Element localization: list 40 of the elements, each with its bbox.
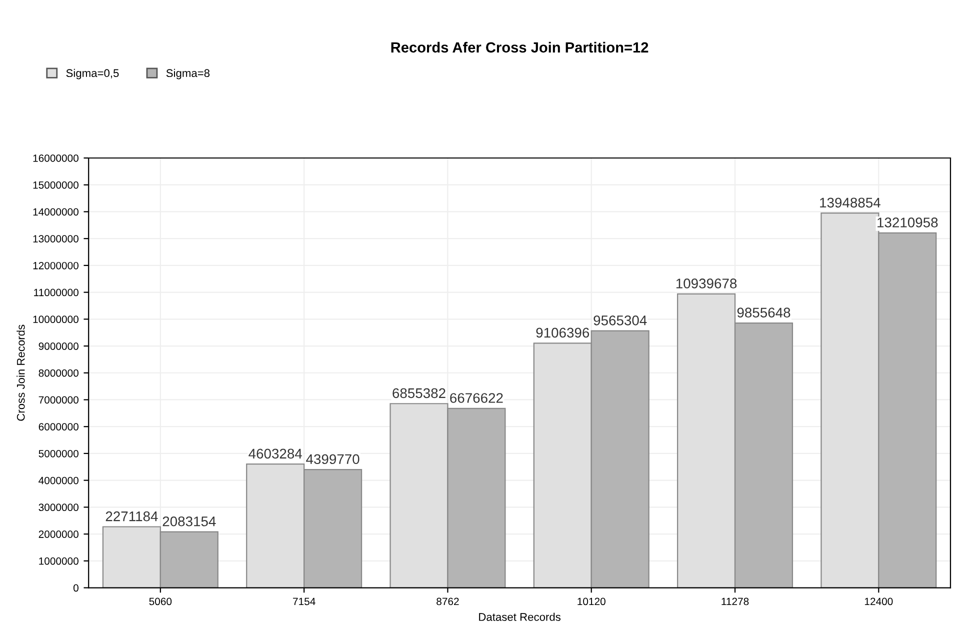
- data-label: 13948854: [820, 198, 880, 208]
- x-tick-label: 10120: [578, 598, 606, 606]
- x-axis-title: Dataset Records: [479, 612, 561, 621]
- y-tick-label: 8000000: [38, 369, 78, 377]
- y-tick-label: 3000000: [38, 504, 78, 512]
- legend-label: Sigma=0,5: [66, 68, 119, 80]
- legend-label: Sigma=8: [166, 68, 210, 80]
- data-label: 4399770: [306, 454, 360, 464]
- data-label: 6676622: [450, 393, 503, 403]
- y-tick-label: 5000000: [38, 450, 78, 458]
- data-label: 13210958: [878, 218, 938, 228]
- y-tick-label: 7000000: [38, 396, 78, 404]
- y-tick-label: 13000000: [33, 235, 78, 242]
- y-tick-label: 14000000: [33, 208, 78, 216]
- y-tick-label: 12000000: [33, 262, 78, 270]
- x-tick-label: 11278: [722, 598, 749, 606]
- data-label: 9565304: [594, 315, 647, 326]
- x-tick-label: 5060: [149, 598, 172, 606]
- y-tick-label: 1000000: [39, 557, 78, 565]
- data-label: 9855648: [737, 308, 790, 318]
- y-tick-label: 16000000: [33, 154, 78, 162]
- y-tick-label: 11000000: [34, 288, 78, 296]
- y-tick-label: 10000000: [33, 316, 78, 324]
- data-label: 6855382: [392, 388, 446, 398]
- chart-title: Records Afer Cross Join Partition=12: [391, 42, 648, 53]
- x-tick-label: 7154: [293, 598, 316, 606]
- y-tick-label: 15000000: [33, 181, 78, 189]
- data-label: 9106396: [536, 328, 590, 338]
- y-tick-label: 6000000: [38, 423, 78, 430]
- data-label: 4603284: [248, 448, 302, 459]
- y-tick-label: 0: [73, 584, 78, 592]
- y-tick-label: 2000000: [38, 530, 78, 538]
- data-label: 10939678: [676, 278, 737, 288]
- y-tick-label: 4000000: [38, 476, 78, 484]
- y-tick-label: 9000000: [38, 342, 78, 350]
- data-label: 2083154: [162, 516, 216, 526]
- y-axis-title: Cross Join Records: [16, 324, 25, 421]
- x-tick-label: 12400: [864, 598, 893, 606]
- data-label: 2271184: [106, 511, 158, 522]
- x-tick-label: 8762: [436, 598, 459, 606]
